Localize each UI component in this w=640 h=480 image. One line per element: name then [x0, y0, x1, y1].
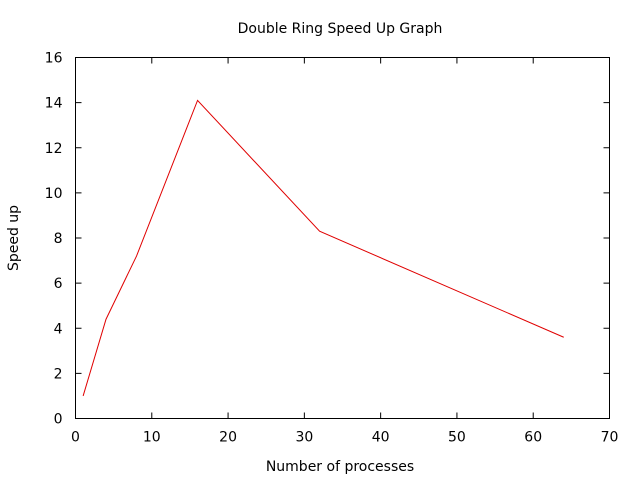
- x-tick-label: 40: [372, 430, 390, 446]
- chart-title: Double Ring Speed Up Graph: [238, 21, 443, 37]
- speedup-series-line: [82, 99, 564, 397]
- x-tick-label: 70: [601, 430, 619, 446]
- x-tick-label: 60: [524, 430, 542, 446]
- y-tick-label: 12: [45, 141, 63, 157]
- y-tick-label: 10: [45, 186, 63, 202]
- x-tick-label: 30: [295, 430, 313, 446]
- y-tick-label: 0: [54, 412, 63, 428]
- y-tick-label: 14: [45, 96, 63, 112]
- x-tick-label: 50: [448, 430, 466, 446]
- y-axis: 0 2 4 6 8 10 12 14 16: [45, 51, 610, 428]
- y-tick-label: 16: [45, 51, 63, 67]
- x-tick-label: 0: [71, 430, 80, 446]
- plot-frame: [75, 57, 610, 419]
- y-tick-label: 4: [54, 321, 63, 337]
- y-axis-label: Speed up: [6, 205, 22, 271]
- y-tick-label: 2: [54, 366, 63, 382]
- y-tick-label: 8: [54, 231, 63, 247]
- y-tick-label: 6: [54, 276, 63, 292]
- x-tick-label: 10: [143, 430, 161, 446]
- x-axis-label: Number of processes: [266, 459, 414, 475]
- x-axis: 0 10 20 30 40 50 60 70: [71, 57, 619, 446]
- series-layer: [82, 99, 564, 397]
- x-tick-label: 20: [219, 430, 237, 446]
